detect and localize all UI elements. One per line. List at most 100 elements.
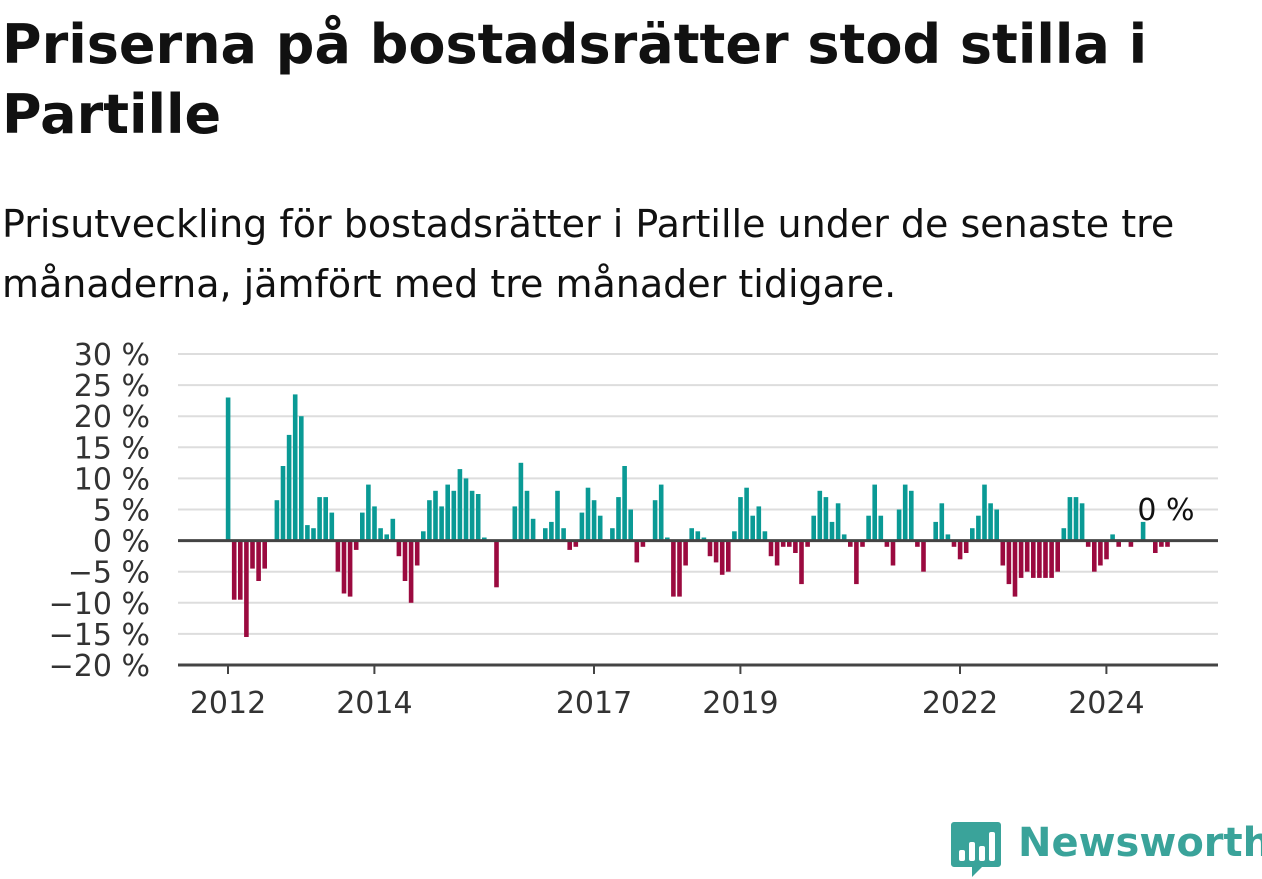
bar [469,490,475,541]
bar [1067,497,1073,541]
bar [744,487,749,541]
newsworthy-logo: Newsworthy [950,818,1262,878]
bar [360,512,365,541]
bar [231,540,237,600]
bar [262,540,267,569]
bar [274,500,280,541]
bar [902,484,908,541]
bar [329,512,335,541]
bar [951,540,957,547]
bar [305,525,310,541]
bar [957,540,963,560]
bar [695,531,701,541]
bar [1085,540,1091,547]
bar [866,515,871,541]
bar [860,540,865,547]
bar [433,490,438,541]
bar [994,509,999,541]
x-tick-label: 2019 [702,686,778,721]
bar [1000,540,1006,566]
bar [890,540,896,566]
bar [390,518,396,541]
bar [335,540,341,572]
bar [402,540,408,581]
bar [244,540,249,637]
bar [1043,540,1048,578]
bar [817,490,823,541]
bar-chart-speech-bubble-icon [951,822,1001,877]
y-tick-label: 20 % [74,400,150,435]
bar [1104,540,1109,560]
bar [872,484,877,541]
bar [579,512,585,541]
bar [353,540,359,550]
bar [323,497,328,541]
bar [1031,540,1036,578]
bar [835,503,841,541]
x-tick-label: 2024 [1068,686,1144,721]
y-tick-label: −20 % [49,649,150,684]
bar [909,490,914,541]
bar [787,540,792,547]
bar [317,497,322,541]
bar [738,497,743,541]
bar [475,494,481,541]
y-tick-label: 10 % [74,462,150,497]
bar [939,503,945,541]
y-tick-label: 15 % [74,431,150,466]
bar [884,540,890,547]
bar [640,540,646,547]
bar [707,540,713,557]
bar [396,540,402,557]
bar [1092,540,1097,572]
bar [256,540,261,581]
bar [427,500,432,541]
bar [793,540,798,553]
bar [1116,540,1121,547]
bar [451,490,457,541]
y-axis-tick-labels: 30 %25 %20 %15 %10 %5 %0 %−5 %−10 %−15 %… [49,338,150,684]
bar [573,540,579,547]
bar [585,487,591,541]
bar [555,490,560,541]
brand-name: Newsworthy [1018,820,1262,866]
bar [1018,540,1024,578]
bars [225,394,1170,637]
bar [677,540,682,597]
bar [841,534,847,541]
bar [408,540,414,603]
bar [713,540,719,563]
bar [414,540,420,566]
bar [732,531,737,541]
bar [933,521,938,541]
x-tick-label: 2014 [336,686,412,721]
bar [896,509,902,541]
bar [1159,540,1164,547]
bar [482,537,487,541]
bar [854,540,859,585]
y-tick-label: 30 % [74,338,150,373]
x-tick-label: 2012 [190,686,266,721]
bar [567,540,572,550]
bar [250,540,255,569]
bar [543,528,548,541]
bar [671,540,676,597]
bar [652,500,658,541]
bar [921,540,926,572]
bar [774,540,780,566]
y-tick-label: 5 % [93,494,150,529]
bar [341,540,347,594]
bar [848,540,853,547]
bar [238,540,243,600]
bar [976,515,981,541]
bar [823,497,829,541]
bar [561,528,566,541]
bar [518,462,524,541]
y-tick-label: −10 % [49,587,150,622]
bar [780,540,786,547]
bar [689,528,694,541]
grid-layer [178,353,1218,635]
bar [1110,534,1115,541]
bar [372,506,377,541]
bar [292,394,298,541]
